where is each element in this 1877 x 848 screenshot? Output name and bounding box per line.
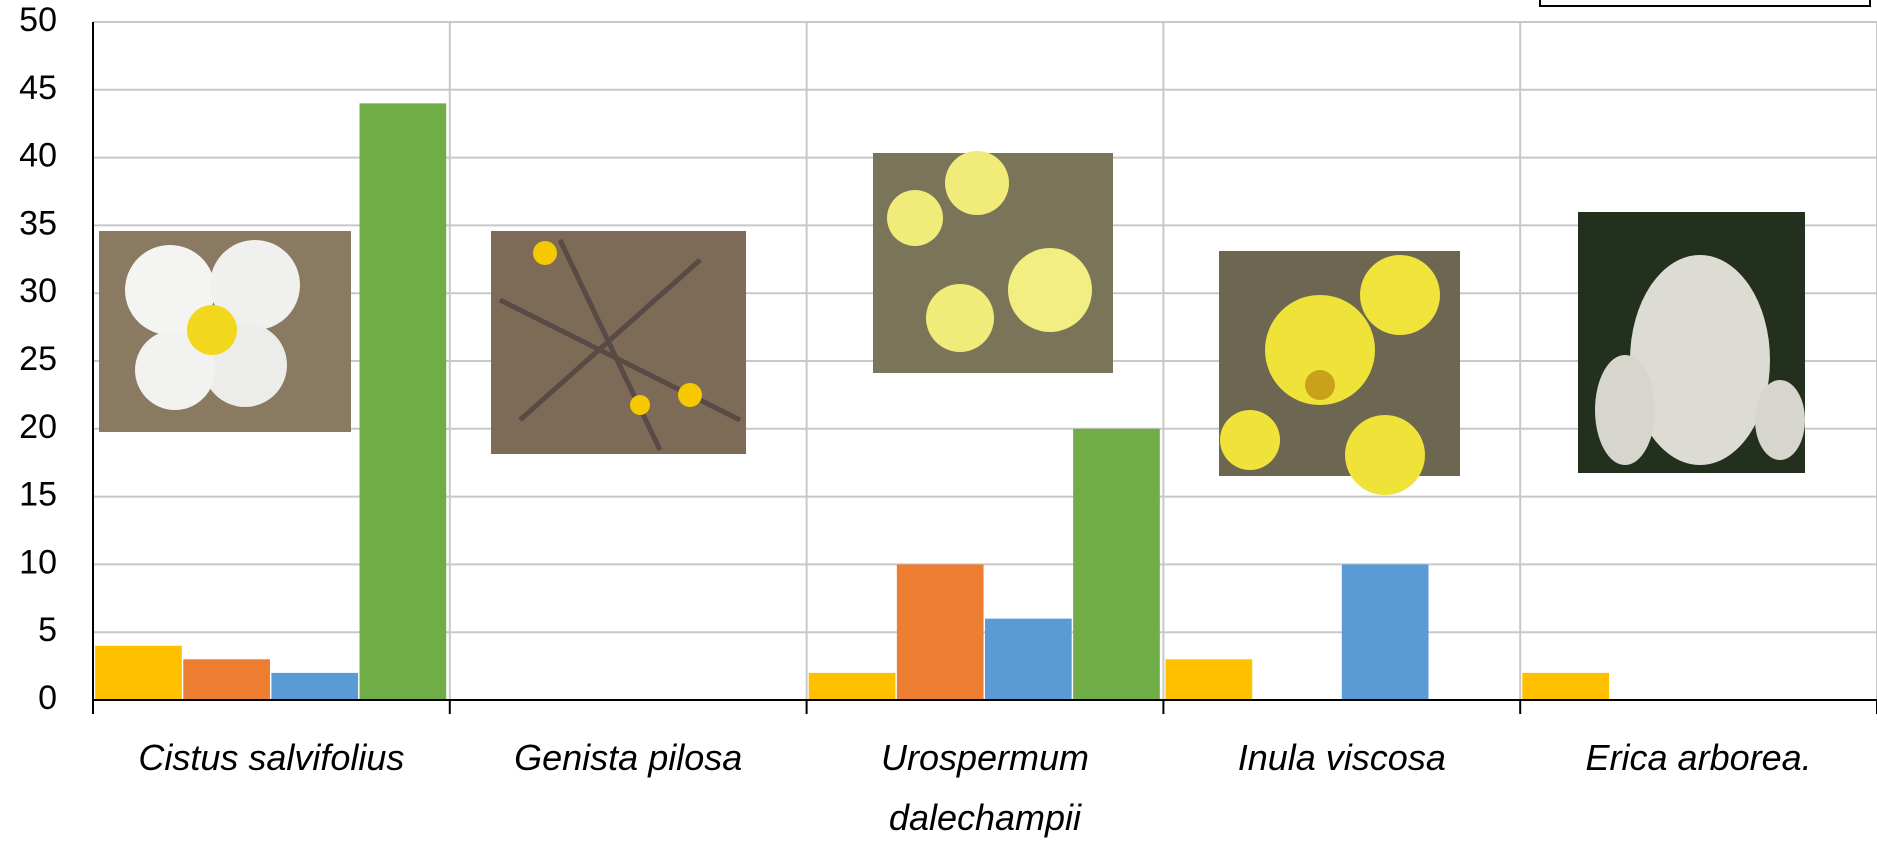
bar (809, 673, 896, 700)
bar (1073, 429, 1160, 700)
bar (95, 646, 182, 700)
photo (1219, 251, 1460, 495)
x-tick-label: Cistus salvifolius (101, 728, 442, 788)
y-tick-label: 30 (19, 272, 57, 310)
photo (1578, 212, 1805, 473)
bar (183, 659, 270, 700)
bar (360, 103, 447, 700)
bar (271, 673, 358, 700)
page: {"chart_data": {"type": "bar", "categori… (0, 0, 1877, 840)
bar (1522, 673, 1609, 700)
x-tick-label: Erica arborea. (1528, 728, 1869, 788)
y-tick-label: 20 (19, 408, 57, 446)
y-tick-label: 35 (19, 204, 57, 242)
y-tick-label: 40 (19, 137, 57, 175)
chart: 0 5 10 15 20 25 30 35 40 45 50 (0, 0, 1877, 840)
y-tick-label: 25 (19, 340, 57, 378)
y-tick-label: 10 (19, 543, 57, 581)
bar (985, 619, 1072, 700)
photos (99, 151, 1805, 495)
y-tick-label: 50 (19, 1, 57, 39)
x-tick-label: Inula viscosa (1171, 728, 1512, 788)
photo (873, 151, 1113, 373)
y-tick-label: 45 (19, 69, 57, 107)
bar (1166, 659, 1253, 700)
y-tick-label: 0 (38, 679, 57, 717)
y-tick-label: 5 (38, 611, 57, 649)
photo (491, 231, 746, 454)
legend-box (1540, 0, 1870, 6)
photo (99, 231, 351, 432)
x-tick-label: Genista pilosa (458, 728, 799, 788)
x-tick-label: Urospermum dalechampii (815, 728, 1156, 848)
bar (897, 564, 984, 700)
bar (1342, 564, 1429, 700)
y-tick-label: 15 (19, 476, 57, 514)
